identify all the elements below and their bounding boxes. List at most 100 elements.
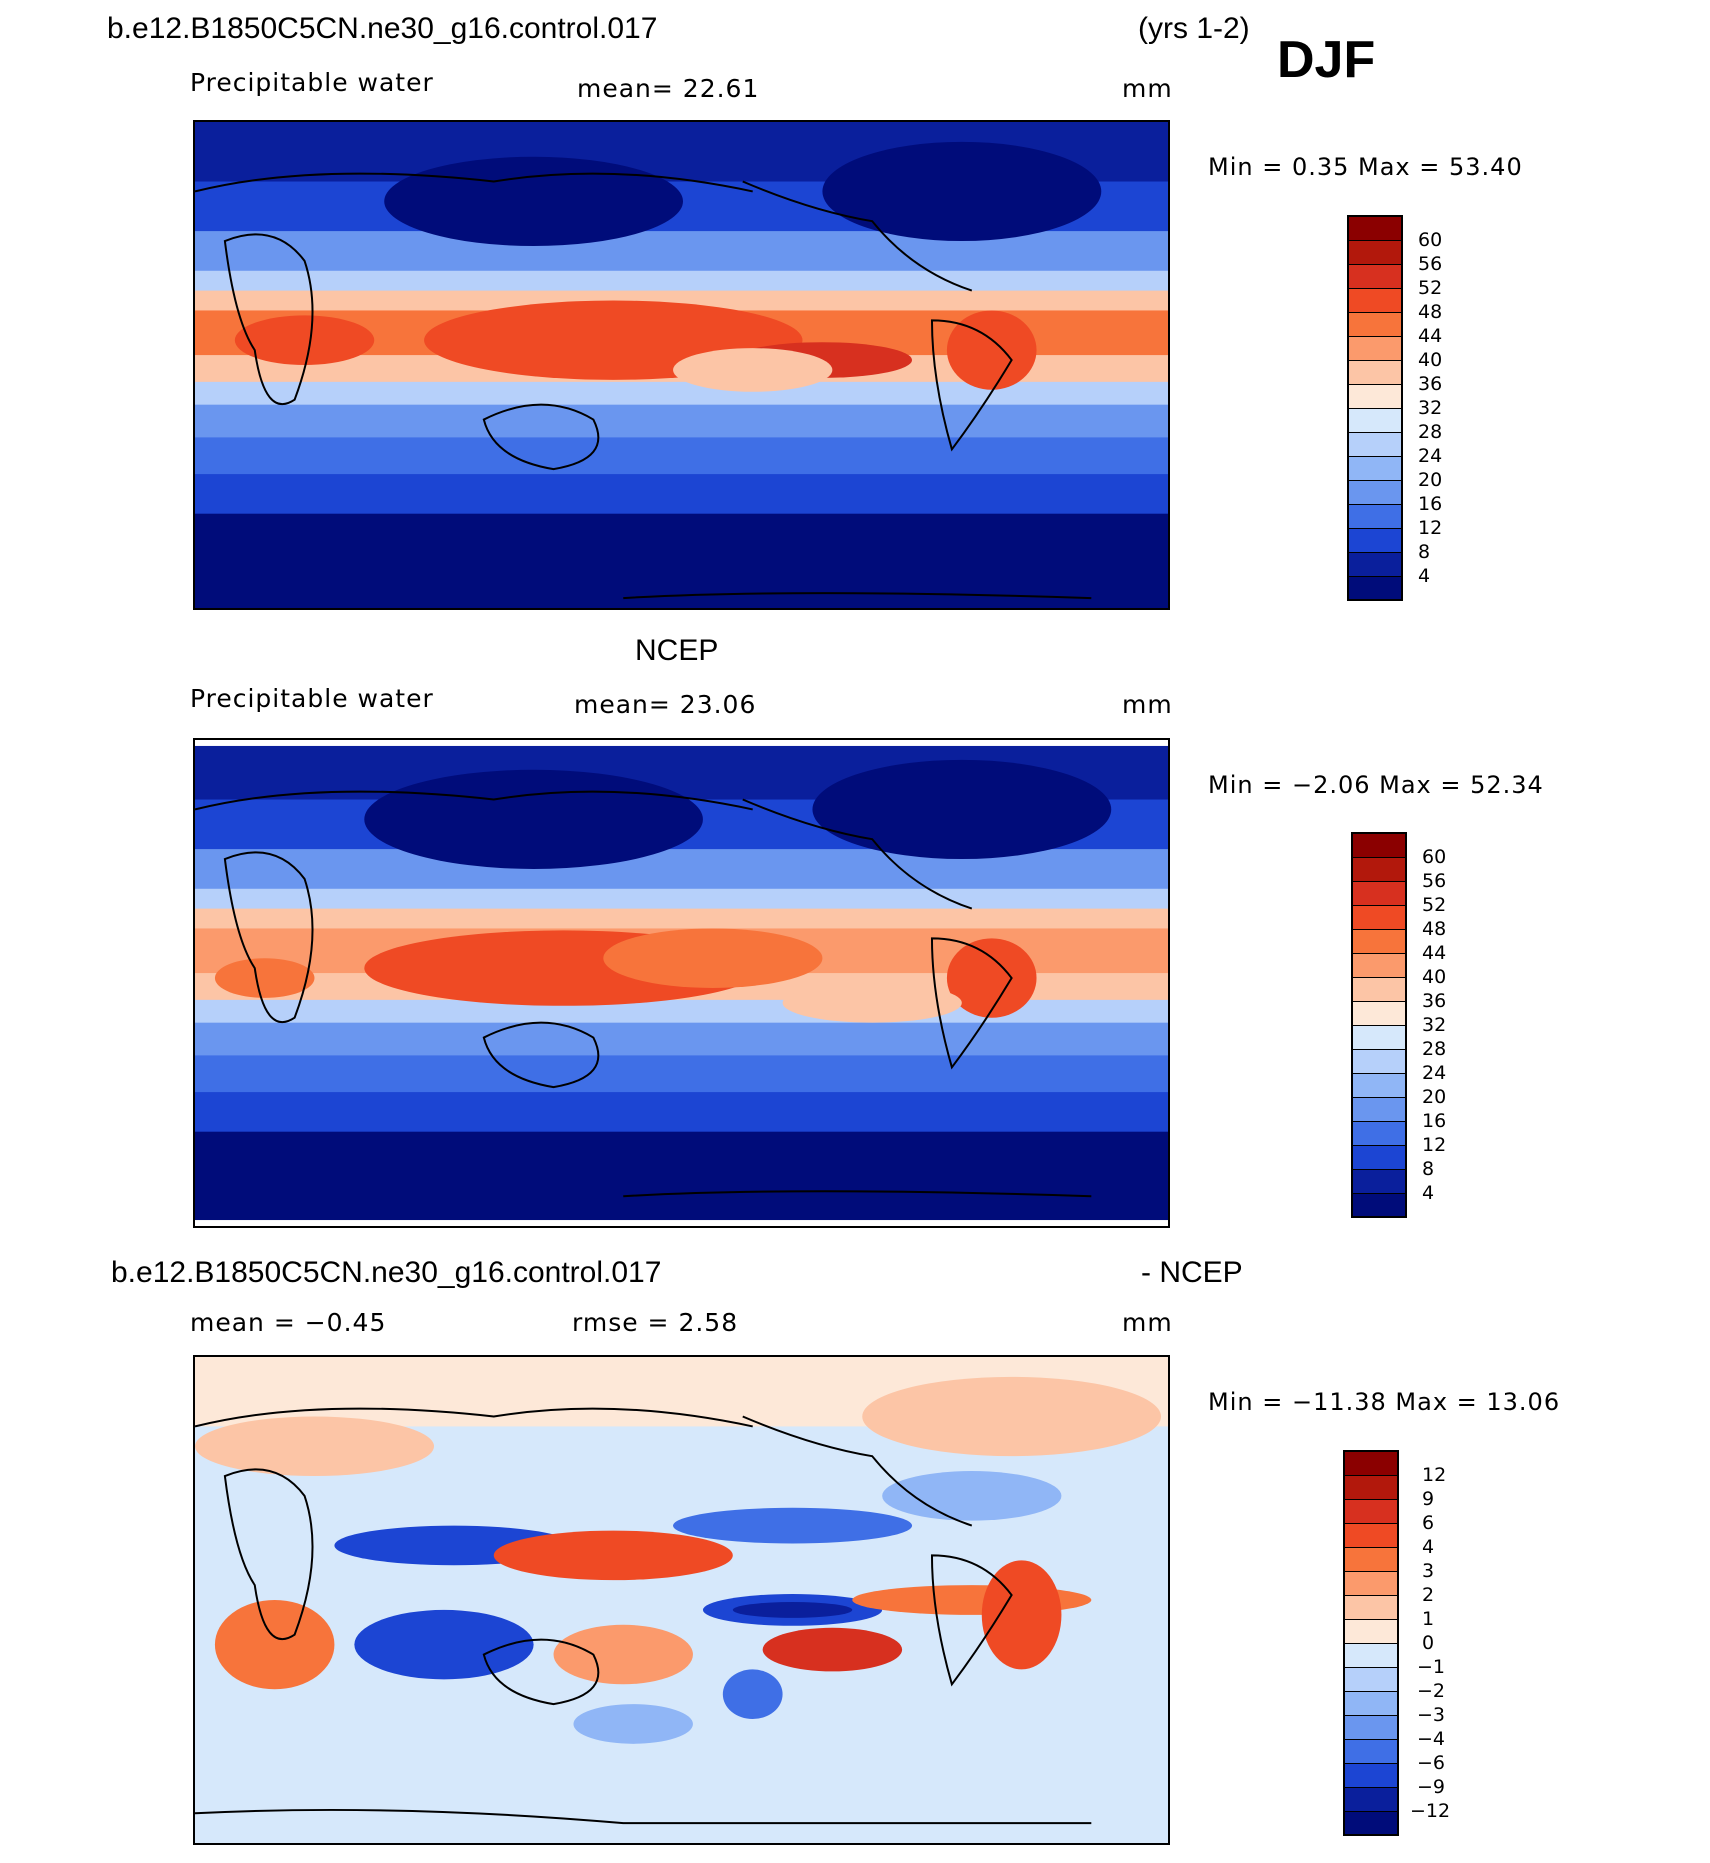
colorbar-tick: 56 [1418, 253, 1443, 275]
panel1-units: mm [1122, 74, 1173, 103]
panel2-mean: mean= 23.06 [574, 690, 757, 719]
panel2-map [193, 738, 1170, 1228]
panel1-colorbar-swatch [1349, 265, 1401, 289]
colorbar-tick: 20 [1422, 1086, 1447, 1108]
panel2-colorbar-swatch [1353, 882, 1405, 906]
panel3-colorbar-swatch [1345, 1476, 1397, 1500]
panel1-map [193, 120, 1170, 610]
colorbar-tick: 60 [1418, 229, 1443, 251]
colorbar-tick: 2 [1422, 1584, 1435, 1606]
panel3-title-right: - NCEP [1141, 1256, 1243, 1289]
panel1-colorbar-swatch [1349, 361, 1401, 385]
panel3-title-left: b.e12.B1850C5CN.ne30_g16.control.017 [111, 1256, 662, 1289]
colorbar-tick: 8 [1422, 1158, 1435, 1180]
panel1-colorbar-swatch [1349, 313, 1401, 337]
colorbar-tick: 28 [1418, 421, 1443, 443]
colorbar-tick: 40 [1422, 966, 1447, 988]
panel1-colorbar-swatch [1349, 409, 1401, 433]
panel3-colorbar-swatch [1345, 1572, 1397, 1596]
panel1-colorbar-swatch [1349, 505, 1401, 529]
panel1-colorbar-swatch [1349, 289, 1401, 313]
panel3-colorbar-swatch [1345, 1644, 1397, 1668]
panel2-colorbar-swatch [1353, 906, 1405, 930]
panel1-colorbar-swatch [1349, 433, 1401, 457]
panel1-map-field [195, 122, 1168, 608]
panel1-colorbar-swatch [1349, 481, 1401, 505]
colorbar-tick: 6 [1422, 1512, 1435, 1534]
case-title: b.e12.B1850C5CN.ne30_g16.control.017 [107, 12, 658, 45]
panel2-colorbar-swatch [1353, 1194, 1405, 1216]
panel2-colorbar-swatch [1353, 1002, 1405, 1026]
panel2-title: NCEP [635, 634, 719, 667]
panel3-colorbar-swatch [1345, 1620, 1397, 1644]
panel2-map-field [195, 740, 1168, 1226]
panel3-minmax: Min = −11.38 Max = 13.06 [1208, 1388, 1561, 1416]
season-label: DJF [1277, 31, 1376, 89]
years-label: (yrs 1-2) [1138, 12, 1250, 45]
colorbar-tick: 24 [1422, 1062, 1447, 1084]
colorbar-tick: 8 [1418, 541, 1431, 563]
panel1-colorbar-swatch [1349, 457, 1401, 481]
panel2-minmax: Min = −2.06 Max = 52.34 [1208, 771, 1544, 799]
panel1-colorbar-swatch [1349, 577, 1401, 599]
panel2-variable: Precipitable water [190, 684, 434, 713]
panel1-colorbar-swatch [1349, 529, 1401, 553]
panel3-rmse: rmse = 2.58 [572, 1308, 739, 1337]
panel3-colorbar-swatch [1345, 1548, 1397, 1572]
colorbar-tick: 44 [1418, 325, 1443, 347]
panel2-colorbar-swatch [1353, 1122, 1405, 1146]
panel3-mean: mean = −0.45 [190, 1308, 387, 1337]
panel1-colorbar [1347, 215, 1403, 601]
colorbar-tick: −2 [1417, 1680, 1446, 1702]
panel1-colorbar-swatch [1349, 337, 1401, 361]
colorbar-tick: −3 [1417, 1704, 1446, 1726]
colorbar-tick: 9 [1422, 1488, 1435, 1510]
panel3-colorbar-swatch [1345, 1500, 1397, 1524]
colorbar-tick: −9 [1417, 1776, 1446, 1798]
panel3-colorbar [1343, 1450, 1399, 1836]
colorbar-tick: 20 [1418, 469, 1443, 491]
colorbar-tick: 52 [1418, 277, 1443, 299]
colorbar-tick: −6 [1417, 1752, 1446, 1774]
colorbar-tick: 3 [1422, 1560, 1435, 1582]
panel1-colorbar-swatch [1349, 553, 1401, 577]
colorbar-tick: 36 [1422, 990, 1447, 1012]
colorbar-tick: 24 [1418, 445, 1443, 467]
panel3-colorbar-swatch [1345, 1716, 1397, 1740]
panel2-units: mm [1122, 690, 1173, 719]
colorbar-tick: −4 [1417, 1728, 1446, 1750]
colorbar-tick: 48 [1418, 301, 1443, 323]
panel1-mean: mean= 22.61 [577, 74, 760, 103]
colorbar-tick: 4 [1418, 565, 1431, 587]
colorbar-tick: −1 [1417, 1656, 1446, 1678]
colorbar-tick: 32 [1422, 1014, 1447, 1036]
colorbar-tick: 32 [1418, 397, 1443, 419]
panel2-colorbar-swatch [1353, 930, 1405, 954]
panel2-colorbar-swatch [1353, 834, 1405, 858]
panel1-variable: Precipitable water [190, 68, 434, 97]
colorbar-tick: 48 [1422, 918, 1447, 940]
colorbar-tick: 12 [1422, 1134, 1447, 1156]
panel2-colorbar-swatch [1353, 1098, 1405, 1122]
panel2-colorbar-swatch [1353, 1074, 1405, 1098]
panel2-colorbar-swatch [1353, 1146, 1405, 1170]
colorbar-tick: 40 [1418, 349, 1443, 371]
panel1-colorbar-swatch [1349, 241, 1401, 265]
panel3-colorbar-swatch [1345, 1668, 1397, 1692]
panel3-colorbar-swatch [1345, 1524, 1397, 1548]
panel2-colorbar-swatch [1353, 978, 1405, 1002]
panel3-colorbar-swatch [1345, 1452, 1397, 1476]
panel1-colorbar-swatch [1349, 217, 1401, 241]
colorbar-tick: 52 [1422, 894, 1447, 916]
colorbar-tick: 36 [1418, 373, 1443, 395]
colorbar-tick: 60 [1422, 846, 1447, 868]
panel3-colorbar-swatch [1345, 1740, 1397, 1764]
colorbar-tick: 16 [1422, 1110, 1447, 1132]
panel2-colorbar-swatch [1353, 858, 1405, 882]
colorbar-tick: 28 [1422, 1038, 1447, 1060]
panel1-minmax: Min = 0.35 Max = 53.40 [1208, 153, 1523, 181]
panel2-colorbar [1351, 832, 1407, 1218]
colorbar-tick: 1 [1422, 1608, 1435, 1630]
panel3-colorbar-swatch [1345, 1812, 1397, 1834]
colorbar-tick: 12 [1422, 1464, 1447, 1486]
